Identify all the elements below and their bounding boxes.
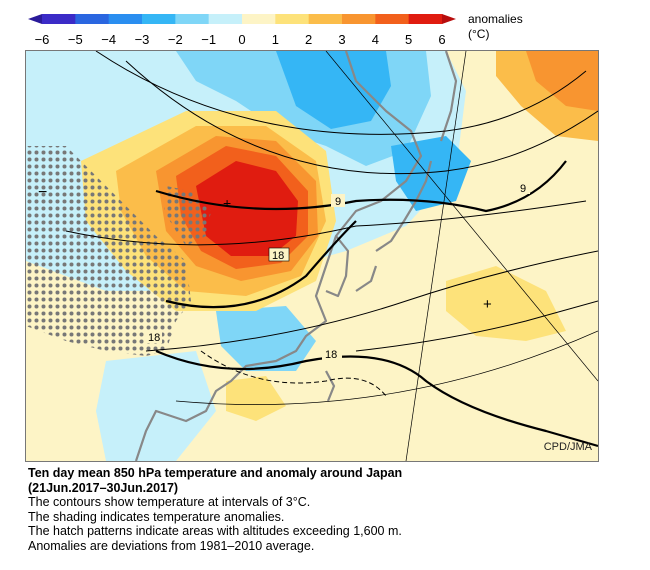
contour-thin-north-1 (95, 51, 587, 135)
colorbar-cell (375, 14, 410, 24)
japan-honshu (375, 160, 433, 252)
contour-labels: 9 9 18 18 18 + + − (38, 181, 530, 361)
contour-thin-mid-2 (145, 250, 598, 352)
label-box-9-b (516, 181, 530, 194)
pacific-high-marker: + (483, 296, 492, 313)
contour-label-18-b: 18 (148, 332, 160, 344)
map-canvas: 9 9 18 18 18 + + − (26, 51, 598, 461)
colorbar-left-arrow (28, 14, 42, 24)
tibet-hatch (26, 146, 191, 356)
graticule (175, 51, 598, 461)
korea-peninsula (325, 235, 350, 298)
contour-9 (155, 160, 567, 213)
colorbar-cell (208, 14, 243, 24)
cool-region-south-china (216, 306, 316, 371)
high-center-marker: + (223, 195, 231, 211)
figure-caption: Ten day mean 850 hPa temperature and ano… (28, 466, 628, 553)
japan-kyushu (355, 265, 378, 292)
caption-line-baseline: Anomalies are deviations from 1981–2010 … (28, 538, 315, 553)
asia-east-coast (134, 51, 423, 461)
contour-label-9-a: 9 (335, 196, 341, 208)
coastlines (134, 51, 458, 461)
meridian-1 (325, 51, 598, 382)
pale-blue-region-southwest (96, 351, 216, 461)
sakhalin-kamchatka (439, 51, 458, 142)
colorbar-tick-label: 0 (238, 32, 246, 47)
colorbar-cell (175, 14, 210, 24)
colorbar-cell (342, 14, 376, 24)
label-box-18-c (322, 347, 342, 360)
colorbar-tick-label: −2 (167, 32, 183, 47)
cool-region-northeast (276, 51, 391, 129)
contour-label-18-c: 18 (325, 349, 337, 361)
low-center-marker: − (38, 184, 47, 201)
map-panel: 9 9 18 18 18 + + − CPD/JMA (25, 50, 599, 462)
anomaly-colorbar (28, 14, 456, 24)
caption-line-shading: The shading indicates temperature anomal… (28, 509, 285, 524)
caption-period: (21Jun.2017–30Jun.2017) (28, 480, 179, 495)
colorbar-title-line1: anomalies (468, 12, 523, 26)
colorbar-cell (242, 14, 276, 24)
credit-label: CPD/JMA (543, 441, 592, 453)
colorbar-title: anomalies (°C) (468, 12, 523, 42)
parallel-1 (175, 330, 598, 405)
colorbar-tick-label: −5 (67, 32, 83, 47)
colorbar-right-arrow (442, 14, 456, 24)
colorbar-tick-label: 2 (305, 32, 313, 47)
caption-title: Ten day mean 850 hPa temperature and ano… (28, 466, 403, 480)
caption-line-contours: The contours show temperature at interva… (28, 495, 311, 509)
colorbar-tick-label: −6 (34, 32, 50, 47)
contour-label-18-a: 18 (272, 250, 284, 262)
colorbar-tick-label: 5 (405, 32, 413, 47)
contour-thin-north-2 (125, 60, 598, 175)
colorbar-cell (308, 14, 343, 24)
colorbar-cell (408, 14, 443, 24)
hot-region-northeast-corner (526, 51, 598, 111)
contour-18-south (155, 349, 598, 448)
label-box-18-b (146, 331, 162, 343)
colorbar-tick-label: 4 (371, 32, 379, 47)
temperature-contours (65, 51, 598, 448)
colorbar-tick-label: 6 (438, 32, 446, 47)
contour-thin-south (355, 300, 598, 352)
colorbar-cell (108, 14, 143, 24)
colorbar-units: (°C) (468, 27, 490, 41)
colorbar-cell (42, 14, 76, 24)
colorbar-cell (275, 14, 310, 24)
contour-18 (165, 220, 357, 309)
colorbar-tick-label: −4 (101, 32, 117, 47)
colorbar-tick-label: −3 (134, 32, 150, 47)
taiwan (325, 370, 336, 402)
label-box-18-a (268, 247, 290, 262)
colorbar-tick-label: 1 (271, 32, 279, 47)
meridian-2 (405, 51, 467, 461)
warm-patch-taiwan (226, 376, 286, 421)
warm-patch-pacific (446, 266, 566, 341)
colorbar-cell (75, 14, 110, 24)
contour-label-9-b: 9 (520, 183, 526, 195)
label-box-9-a (331, 194, 345, 207)
caption-line-hatch: The hatch patterns indicate areas with a… (28, 524, 402, 538)
colorbar-tick-label: −1 (201, 32, 217, 47)
contour-thin-mid-1 (65, 200, 587, 246)
colorbar-tick-label: 3 (338, 32, 346, 47)
anomaly-zero-dashed (200, 350, 387, 397)
colorbar-cell (142, 14, 176, 24)
